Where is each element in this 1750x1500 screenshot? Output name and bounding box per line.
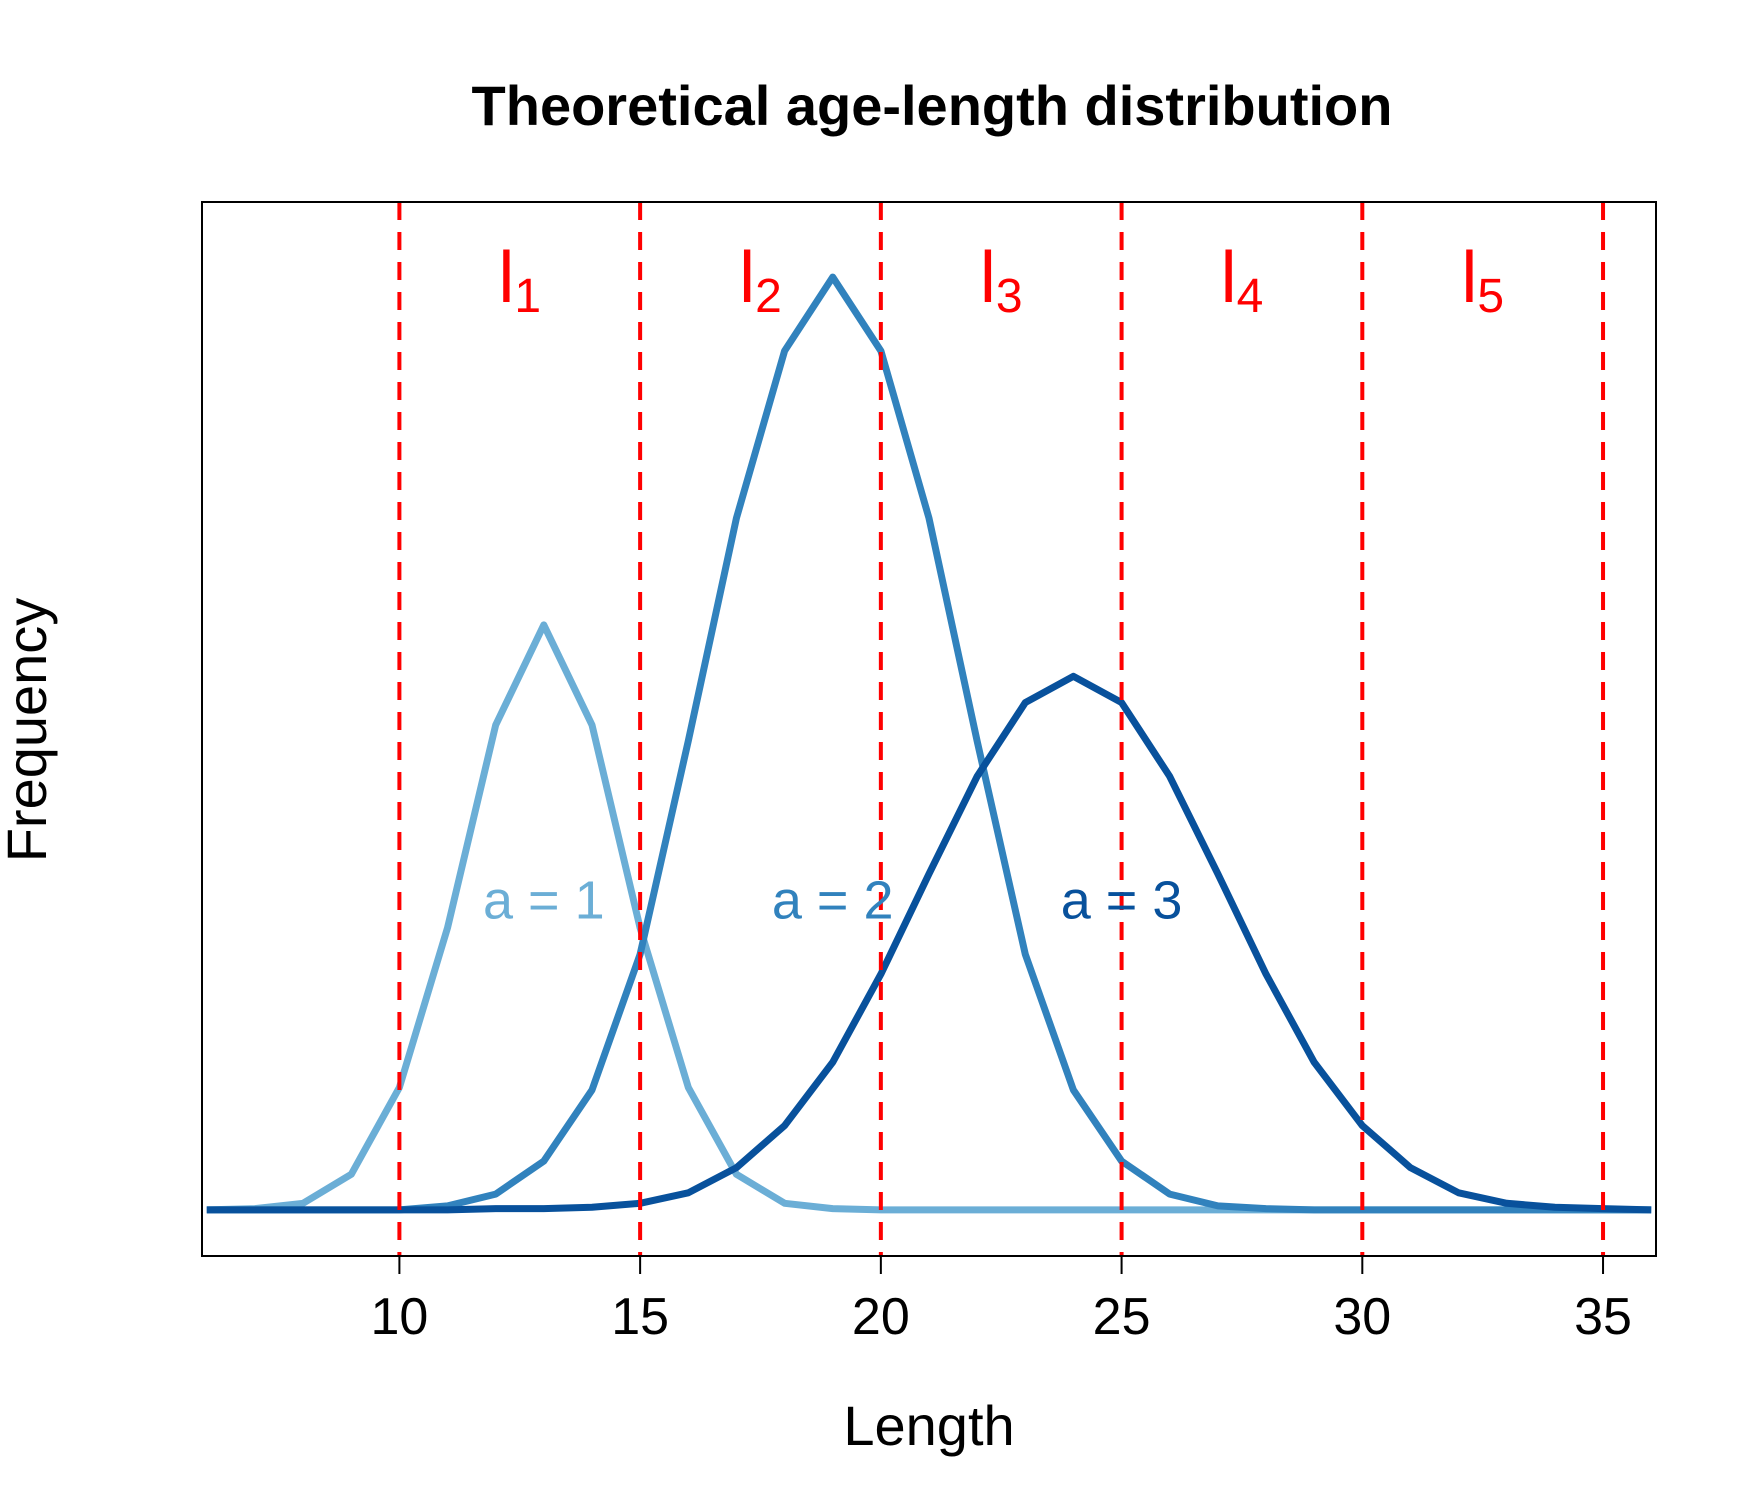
interval-label-1: l1 <box>498 238 541 323</box>
interval-label-5: l5 <box>1461 238 1504 323</box>
x-tick-label: 20 <box>852 1288 910 1346</box>
chart-title: Theoretical age-length distribution <box>472 74 1393 137</box>
series-line-age-2 <box>206 273 1652 1214</box>
x-tick-label: 25 <box>1093 1288 1151 1346</box>
interval-label-2: l2 <box>739 238 782 323</box>
plot-frame <box>201 201 1657 1257</box>
x-tick-label: 10 <box>370 1288 428 1346</box>
y-axis-title: Frequency <box>0 598 58 863</box>
series-label-age-1: a = 1 <box>483 870 605 930</box>
series-label-age-3: a = 3 <box>1061 870 1183 930</box>
series-label-age-2: a = 2 <box>772 870 894 930</box>
plot-area: a = 1 a = 2 a = 3 l1 l2 l3 l4 l5 <box>206 202 1652 1256</box>
x-tick-label: 35 <box>1574 1288 1632 1346</box>
series-line-age-1 <box>206 621 1652 1214</box>
x-tick-label: 30 <box>1333 1288 1391 1346</box>
x-axis: 10 15 20 25 30 35 <box>370 1255 1632 1346</box>
interval-label-3: l3 <box>980 238 1023 323</box>
series-line-age-3 <box>206 672 1652 1214</box>
x-tick-label: 15 <box>611 1288 669 1346</box>
interval-label-4: l4 <box>1221 238 1264 323</box>
x-axis-title: Length <box>843 1394 1014 1457</box>
